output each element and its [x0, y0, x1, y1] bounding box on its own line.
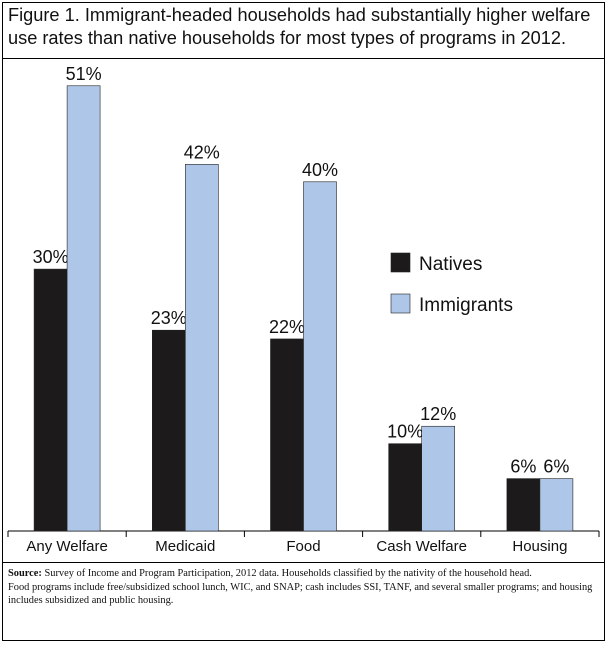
- data-label: 6%: [543, 457, 569, 477]
- data-label: 42%: [184, 142, 220, 162]
- bar-immigrants-medicaid: [185, 164, 219, 532]
- source-label: Source:: [8, 568, 42, 579]
- source-text-1: Survey of Income and Program Participati…: [44, 568, 532, 579]
- legend-swatch-natives: [390, 252, 411, 273]
- source-text-2: Food programs include free/subsidized sc…: [8, 581, 593, 607]
- legend-label-natives: Natives: [419, 254, 482, 275]
- bar-immigrants-cash-welfare: [421, 425, 456, 532]
- source-note: Source: Survey of Income and Program Par…: [8, 567, 600, 608]
- data-label: 51%: [66, 64, 102, 84]
- data-label: 30%: [33, 247, 69, 267]
- x-tick-label: Medicaid: [155, 538, 215, 555]
- data-label: 6%: [510, 457, 536, 477]
- data-label: 40%: [302, 160, 338, 180]
- x-tick-label: Any Welfare: [26, 538, 107, 555]
- bar-natives-food: [270, 338, 304, 532]
- bar-natives-housing: [506, 478, 541, 532]
- x-tick-label: Food: [286, 538, 320, 555]
- data-label: 12%: [420, 404, 456, 424]
- legend-swatch-immigrants: [390, 293, 411, 314]
- data-label: 23%: [151, 308, 187, 328]
- data-label: 22%: [269, 317, 305, 337]
- bar-immigrants-housing: [539, 478, 574, 532]
- figure-title: Figure 1. Immigrant-headed households ha…: [8, 5, 591, 48]
- x-tick-label: Cash Welfare: [376, 538, 467, 555]
- bar-natives-cash-welfare: [388, 443, 423, 532]
- x-tick-label: Housing: [512, 538, 567, 555]
- bar-natives-medicaid: [152, 329, 186, 532]
- data-label: 10%: [387, 422, 423, 442]
- title-divider: [2, 58, 605, 59]
- source-divider: [2, 562, 605, 563]
- legend-label-immigrants: Immigrants: [419, 295, 513, 316]
- bar-immigrants-any-welfare: [66, 85, 101, 532]
- bar-natives-any-welfare: [33, 268, 68, 532]
- bar-immigrants-food: [303, 181, 337, 532]
